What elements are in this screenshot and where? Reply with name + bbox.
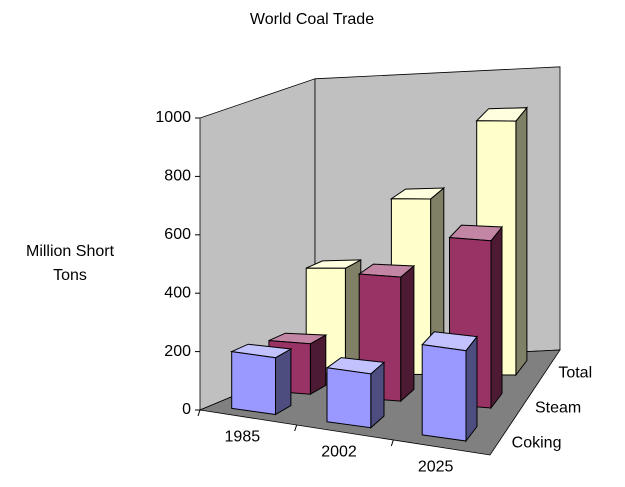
bar-side bbox=[344, 259, 362, 375]
x-tick bbox=[294, 424, 298, 432]
bar-side bbox=[275, 348, 292, 416]
bar-side bbox=[465, 335, 478, 443]
series-label: Coking bbox=[512, 435, 562, 452]
bar-front bbox=[326, 367, 372, 429]
x-tick-label: 2002 bbox=[321, 444, 357, 461]
x-tick bbox=[390, 439, 394, 447]
series-label: Total bbox=[558, 365, 592, 382]
x-tick-label: 2025 bbox=[418, 459, 454, 476]
y-tick-label: 800 bbox=[164, 168, 191, 185]
bar-front bbox=[231, 351, 276, 416]
y-tick-label: 600 bbox=[164, 226, 191, 243]
bar-side bbox=[309, 334, 327, 396]
y-axis-label: Million Short Tons bbox=[25, 243, 115, 284]
bar-side bbox=[490, 225, 503, 410]
x-tick-label: 1985 bbox=[225, 429, 261, 446]
bar-side bbox=[515, 106, 528, 377]
chart-title: World Coal Trade bbox=[250, 11, 374, 28]
bar-front bbox=[421, 344, 467, 442]
y-tick-label: 200 bbox=[164, 343, 191, 360]
y-tick-label: 0 bbox=[182, 401, 191, 418]
y-tick-label: 400 bbox=[164, 284, 191, 301]
bar-side bbox=[400, 264, 415, 403]
y-tick-label: 1000 bbox=[155, 109, 191, 126]
x-tick bbox=[197, 409, 201, 417]
series-label: Steam bbox=[535, 400, 581, 417]
